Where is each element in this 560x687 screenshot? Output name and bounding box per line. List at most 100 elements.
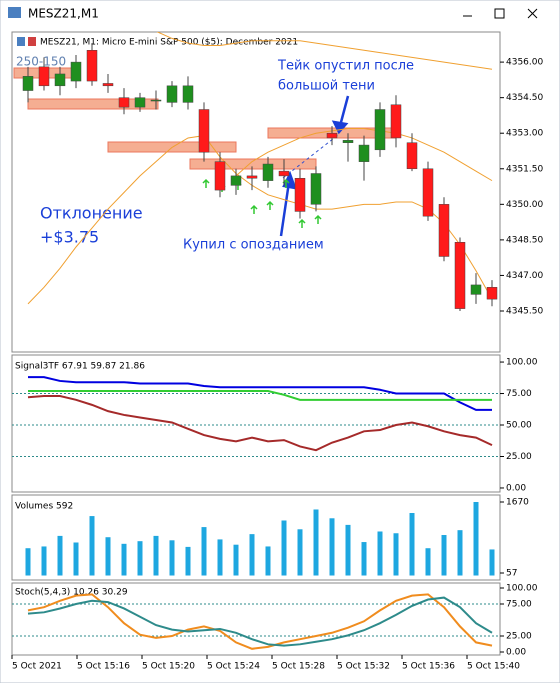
candle-body: [390, 104, 402, 139]
x-tick-label: 5 Oct 2021: [12, 662, 62, 672]
candle-body: [358, 144, 370, 162]
annotation: большой тени: [278, 79, 375, 94]
candle-body: [278, 170, 290, 177]
zone: [27, 98, 159, 110]
main-header: MESZ21, M1: Micro E-mini S&P 500 ($5): D…: [40, 38, 298, 48]
line-series: [27, 395, 493, 452]
candle-body: [310, 173, 322, 205]
candle-body: [262, 163, 274, 181]
signal-header: Signal3TF 67.91 59.87 21.86: [15, 362, 145, 372]
y-tick-label: 4347.00: [506, 271, 543, 281]
candle-body: [214, 161, 226, 191]
candle-body: [70, 61, 82, 82]
candle-body: [54, 73, 66, 87]
y-tick-label: 4345.50: [506, 306, 543, 316]
y-tick-label: 75.00: [506, 389, 532, 399]
stoch-header: Stoch(5,4,3) 10.26 30.29: [15, 588, 128, 598]
volume-bar: [25, 548, 31, 576]
line-series: [27, 135, 493, 305]
volume-bar: [441, 535, 447, 576]
candle-body: [374, 109, 386, 151]
annotation: +$3.75: [40, 228, 99, 247]
candle-body: [326, 132, 338, 139]
window-icon: [8, 7, 21, 18]
line-series: [156, 32, 493, 70]
candle-body: [294, 178, 306, 212]
candle-body: [166, 85, 178, 103]
line-series: [235, 127, 493, 182]
volume-bar: [409, 513, 415, 576]
annotation: Тейк опустил после: [277, 59, 414, 74]
header-icon: [17, 37, 25, 46]
x-tick-label: 5 Oct 15:28: [272, 662, 325, 672]
candle-body: [150, 99, 162, 102]
x-tick-label: 5 Oct 15:36: [402, 662, 455, 672]
annotation: Отклонение: [40, 204, 143, 223]
volume-bar: [281, 520, 287, 576]
maximize-button[interactable]: [494, 8, 505, 19]
candle-body: [134, 97, 146, 108]
window-buttons[interactable]: [463, 8, 538, 19]
volume-bar: [201, 527, 207, 576]
volume-bar: [105, 537, 111, 576]
volume-bar: [297, 529, 303, 576]
candle-body: [230, 175, 242, 186]
line-series: [27, 593, 493, 650]
candle-body: [454, 242, 466, 309]
y-tick-label: 57: [506, 569, 517, 579]
window-title: MESZ21,M1: [28, 7, 99, 21]
volume-bar: [185, 546, 191, 576]
y-tick-label: 25.00: [506, 452, 532, 462]
candle-body: [422, 168, 434, 217]
candle-body: [102, 83, 114, 87]
volume-bar: [361, 542, 367, 576]
y-tick-label: 75.00: [506, 599, 532, 609]
y-tick-label: 4350.00: [506, 200, 543, 210]
y-tick-label: 0.00: [506, 647, 526, 657]
volume-bar: [137, 541, 143, 576]
volume-bar: [457, 530, 463, 576]
volume-bar: [169, 540, 175, 576]
y-tick-label: 4354.50: [506, 93, 543, 103]
candle-body: [38, 66, 50, 87]
volume-bar: [489, 549, 495, 576]
volume-bar: [393, 533, 399, 576]
volume-bar: [153, 535, 159, 576]
y-tick-label: 100.00: [506, 358, 538, 368]
volume-bar: [425, 548, 431, 576]
x-tick-label: 5 Oct 15:24: [207, 662, 260, 672]
candle-body: [406, 142, 418, 170]
arrowhead: [331, 120, 349, 135]
volume-bar: [473, 501, 479, 576]
candle-body: [470, 284, 482, 295]
volume-bar: [121, 543, 127, 576]
line-series: [27, 596, 493, 647]
candle-body: [182, 85, 194, 103]
candle-body: [198, 109, 210, 153]
x-tick-label: 5 Oct 15:32: [337, 662, 390, 672]
header-icon: [28, 37, 36, 46]
volume-bar: [313, 509, 319, 576]
volume-bar: [345, 524, 351, 576]
arrow: [279, 181, 291, 237]
signal-panel: [11, 354, 501, 493]
candle-body: [246, 175, 258, 179]
volume-bar: [265, 546, 271, 576]
arrow: [338, 95, 350, 127]
volume-bar: [329, 518, 335, 576]
volume-bar: [73, 542, 79, 576]
y-tick-label: 4353.00: [506, 129, 543, 139]
volumes-header: Volumes 592: [15, 502, 73, 512]
x-tick-label: 5 Oct 15:16: [77, 662, 130, 672]
range-label: 250-150: [16, 55, 66, 69]
candle-body: [86, 50, 98, 82]
volume-bar: [249, 534, 255, 576]
x-tick-label: 5 Oct 15:40: [467, 662, 520, 672]
volume-bar: [89, 516, 95, 576]
annotation: Купил с опозданием: [183, 238, 324, 253]
line-series: [28, 376, 492, 411]
x-tick-label: 5 Oct 15:20: [142, 662, 195, 672]
close-button[interactable]: [527, 8, 538, 19]
candle-body: [486, 287, 498, 300]
